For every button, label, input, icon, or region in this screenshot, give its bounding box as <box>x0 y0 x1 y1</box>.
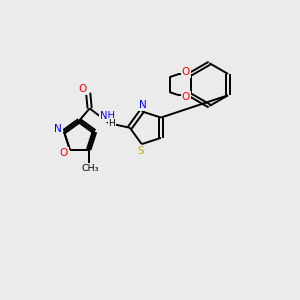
Text: NH: NH <box>100 111 115 121</box>
Text: O: O <box>182 92 190 102</box>
Text: N: N <box>139 100 147 110</box>
Text: H: H <box>109 119 115 128</box>
Text: CH₃: CH₃ <box>81 164 99 173</box>
Text: O: O <box>79 84 87 94</box>
Text: N: N <box>54 124 62 134</box>
Text: O: O <box>60 148 68 158</box>
Text: O: O <box>182 68 190 77</box>
Text: S: S <box>137 146 143 156</box>
